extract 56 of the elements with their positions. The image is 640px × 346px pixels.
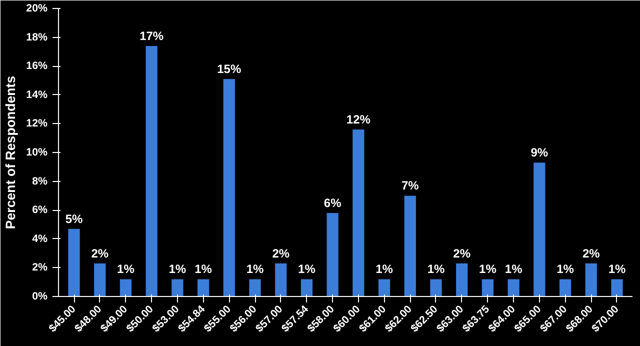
data-label: 1% — [556, 262, 574, 276]
data-label: 1% — [168, 262, 186, 276]
y-tick-label: 14% — [26, 88, 48, 101]
bar — [300, 279, 313, 296]
bar — [482, 279, 494, 296]
bar — [585, 263, 597, 296]
data-label: 1% — [117, 262, 135, 276]
data-label: 2% — [453, 246, 471, 260]
data-label: 2% — [582, 246, 600, 260]
data-label: 17% — [140, 28, 164, 43]
y-tick-label: 12% — [26, 118, 48, 130]
y-tick-label: 4% — [32, 232, 48, 245]
bar — [534, 162, 546, 296]
data-label: 1% — [376, 262, 394, 276]
data-label: 15% — [217, 62, 242, 76]
data-label: 2% — [91, 246, 109, 260]
bar — [68, 228, 80, 296]
y-tick-label: 16% — [26, 60, 48, 72]
data-label: 5% — [65, 212, 84, 226]
data-label: 1% — [504, 262, 523, 276]
data-label: 1% — [246, 262, 264, 276]
bar — [146, 46, 158, 296]
y-tick-label: 6% — [32, 204, 48, 216]
data-label: 1% — [479, 262, 497, 276]
data-label: 2% — [272, 246, 290, 260]
bar — [223, 79, 235, 296]
bar — [508, 279, 520, 296]
y-tick-label: 10% — [26, 146, 48, 158]
bar — [275, 263, 287, 296]
y-tick-label: 20% — [26, 2, 48, 14]
y-axis-title: Percent of Respondents — [3, 76, 18, 230]
bar — [172, 279, 184, 296]
bar — [456, 263, 468, 296]
bar — [404, 196, 416, 296]
bar — [430, 279, 442, 296]
y-tick-label: 8% — [32, 175, 48, 188]
data-label: 1% — [427, 262, 445, 276]
data-label: 9% — [530, 146, 548, 160]
y-tick-label: 2% — [32, 262, 48, 274]
bar — [326, 212, 338, 296]
y-tick-label: 18% — [26, 31, 48, 44]
bar — [611, 279, 623, 296]
bar — [94, 263, 106, 296]
data-label: 7% — [401, 178, 420, 193]
bar — [352, 129, 364, 296]
data-label: 1% — [298, 262, 316, 276]
bar — [249, 279, 261, 296]
data-label: 6% — [324, 196, 342, 210]
bar — [120, 279, 132, 296]
bar — [197, 279, 210, 296]
y-tick-label: 0% — [32, 290, 48, 302]
data-label: 1% — [194, 262, 212, 276]
bar — [378, 279, 390, 296]
bar — [559, 279, 572, 296]
data-label: 1% — [608, 262, 626, 276]
data-label: 12% — [346, 112, 371, 126]
